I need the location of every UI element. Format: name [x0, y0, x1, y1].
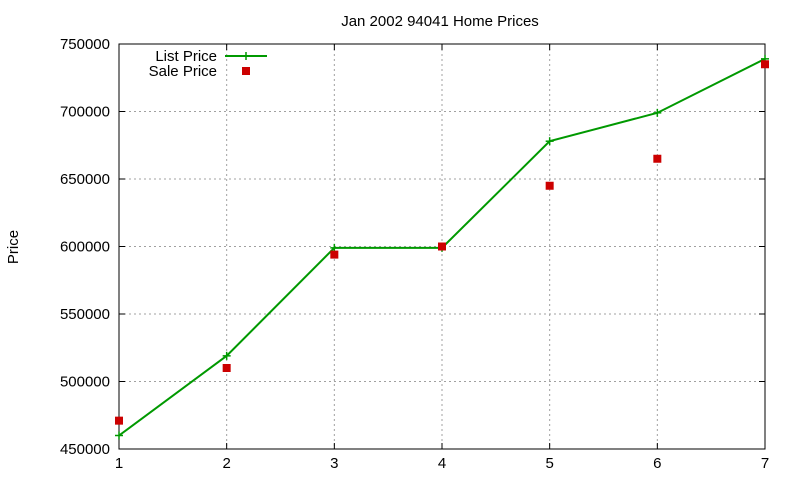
y-tick-label: 750000: [60, 36, 110, 53]
sale-price-point: [115, 416, 123, 425]
x-tick-label: 4: [438, 455, 446, 472]
y-tick-label: 650000: [60, 171, 110, 188]
sale-price-point: [653, 154, 662, 163]
y-tick-label: 600000: [60, 239, 110, 256]
sale-price-point: [222, 364, 231, 372]
y-tick-label: 450000: [60, 441, 110, 458]
chart-title: Jan 2002 94041 Home Prices: [341, 13, 539, 30]
list-price-point: [653, 108, 662, 117]
x-tick-label: 3: [330, 455, 338, 472]
legend-swatch-marker-sale-price: [242, 67, 250, 75]
sale-price-point: [545, 181, 554, 190]
x-tick-label: 1: [115, 455, 123, 472]
y-tick-label: 500000: [60, 374, 110, 391]
list-price-point: [545, 137, 554, 146]
legend-swatch-marker-list-price: [242, 52, 250, 60]
legend-label-sale-price: Sale Price: [149, 63, 217, 80]
legend-label-list-price: List Price: [155, 48, 217, 65]
y-tick-label: 550000: [60, 306, 110, 323]
list-price-point: [222, 351, 231, 360]
x-tick-label: 5: [545, 455, 553, 472]
tick-labels: 1 2 3 4 5 6 7 450000 500000 550000 600000 650000 700…: [60, 36, 769, 472]
sale-price-point: [330, 250, 339, 259]
x-tick-label: 7: [761, 455, 769, 472]
series-layer: [115, 54, 769, 440]
sale-price-point: [438, 242, 446, 251]
list-price-point: [330, 243, 339, 252]
x-tick-label: 2: [222, 455, 230, 472]
x-tick-label: 6: [653, 455, 661, 472]
list-price-point: [115, 431, 123, 440]
y-tick-label: 700000: [60, 104, 110, 121]
y-axis-title: Price: [5, 230, 22, 264]
sale-price-point: [761, 60, 769, 69]
axes: [118, 43, 766, 450]
series-sale-price: [115, 60, 769, 425]
